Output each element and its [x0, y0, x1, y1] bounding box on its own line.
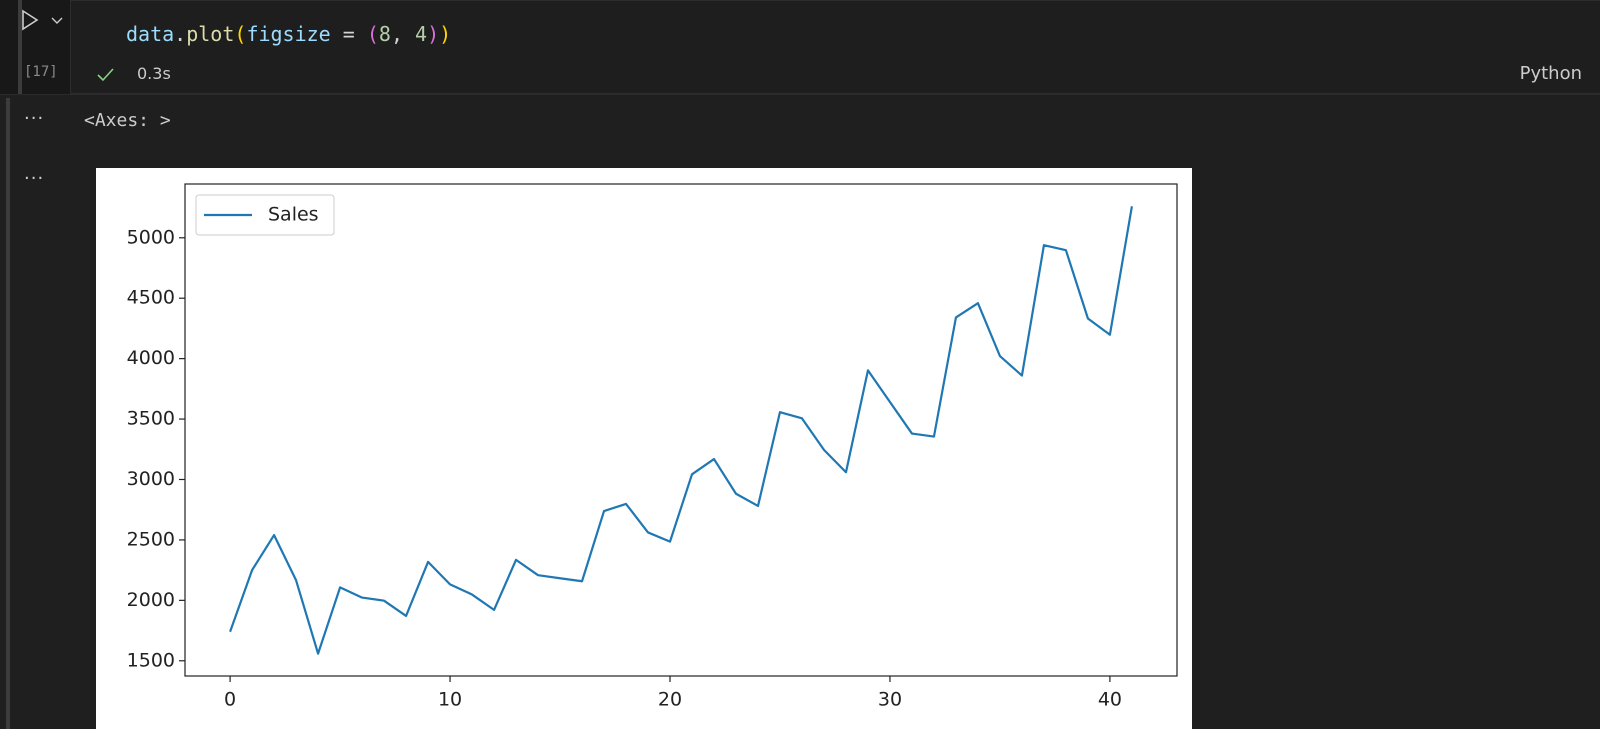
success-icon	[97, 68, 114, 82]
x-tick-label: 30	[878, 689, 902, 711]
output-text: <Axes: >	[84, 110, 171, 131]
code-token: 4	[415, 22, 428, 46]
y-tick-label: 3000	[127, 468, 175, 490]
y-tick-label: 4500	[127, 287, 175, 309]
y-tick-label: 2500	[127, 528, 175, 550]
code-token: )	[427, 22, 440, 46]
y-tick-label: 1500	[127, 649, 175, 671]
output-menu[interactable]: ···	[24, 108, 45, 129]
x-tick-label: 0	[224, 689, 236, 711]
execution-count: [17]	[24, 64, 58, 80]
y-tick-label: 5000	[127, 226, 175, 248]
legend-label: Sales	[268, 204, 319, 226]
code-token: figsize	[246, 22, 331, 46]
code-token: =	[330, 22, 367, 46]
code-token: (	[366, 22, 379, 46]
editor	[70, 0, 1600, 94]
language[interactable]: Python	[1519, 63, 1582, 84]
legend-box	[195, 194, 335, 236]
duration: 0.3s	[137, 64, 171, 83]
run-button[interactable]	[20, 8, 70, 32]
code-token: .	[174, 22, 187, 46]
code-token: (	[234, 22, 247, 46]
output-menu[interactable]: ···	[24, 168, 45, 189]
line	[229, 206, 1133, 655]
code-token: 8	[378, 22, 391, 46]
x-tick-label: 40	[1098, 689, 1122, 711]
y-tick-label: 2000	[127, 589, 175, 611]
cell-bar	[18, 0, 22, 94]
code-token: )	[439, 22, 452, 46]
x-tick-label: 20	[658, 689, 682, 711]
x-tick-label: 10	[438, 689, 462, 711]
code-token: data	[126, 22, 175, 46]
code: data.plot(figsize = (8, 4))	[126, 22, 451, 46]
chart: 1500 2000 2500 3000 3500 4000 4500 5000 0 10 20 30 4…	[96, 168, 1192, 729]
code-token: ,	[390, 22, 416, 46]
y-tick-label: 4000	[127, 347, 175, 369]
y-tick-label: 3500	[127, 408, 175, 430]
code-token: plot	[186, 22, 235, 46]
output-bar	[6, 98, 10, 729]
axes-frame	[184, 183, 1178, 677]
